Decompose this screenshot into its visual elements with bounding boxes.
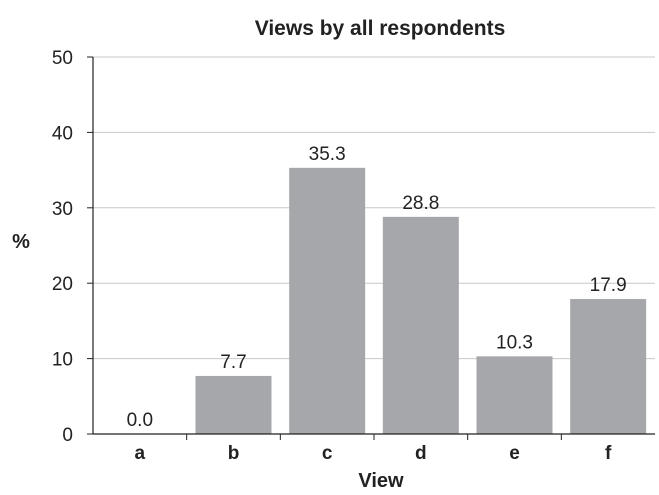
- chart-title: Views by all respondents: [255, 17, 506, 40]
- x-tick-label-a: a: [135, 443, 146, 464]
- x-tick-label-b: b: [228, 443, 240, 464]
- x-tick-label-c: c: [322, 443, 333, 464]
- x-tick-label-f: f: [605, 443, 612, 464]
- labels: 0 10 20 30 40 50 0.0 a 7.7 b 35.3 c 28.8 d 10.3 e 17.9 f: [52, 48, 627, 464]
- axes: [87, 56, 655, 440]
- data-label-e: 10.3: [496, 332, 533, 353]
- y-tick-label: 30: [52, 199, 73, 220]
- bar-e: [476, 356, 553, 434]
- x-tick-label-d: d: [415, 443, 427, 464]
- data-label-b: 7.7: [220, 352, 246, 373]
- y-tick-label: 50: [52, 48, 73, 69]
- bar-b: [195, 375, 272, 434]
- data-label-a: 0.0: [127, 410, 153, 431]
- y-tick-label: 10: [52, 350, 73, 371]
- gridlines: [93, 56, 655, 360]
- data-label-c: 35.3: [309, 144, 346, 165]
- y-tick-label: 20: [52, 274, 73, 295]
- bar-c: [289, 167, 366, 434]
- bar-f: [570, 299, 647, 434]
- bars: [195, 167, 647, 434]
- y-tick-label: 40: [52, 123, 73, 144]
- data-label-d: 28.8: [402, 193, 439, 214]
- y-axis-label: %: [12, 231, 30, 253]
- y-tick-label: 0: [62, 425, 73, 446]
- x-tick-label-e: e: [509, 443, 520, 464]
- bar-d: [382, 216, 459, 434]
- x-axis-label: View: [358, 470, 404, 492]
- data-label-f: 17.9: [590, 275, 627, 296]
